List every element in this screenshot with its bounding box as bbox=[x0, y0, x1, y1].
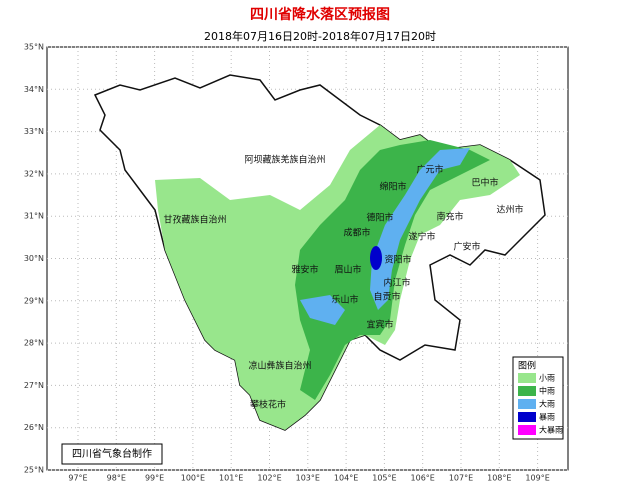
lon-tick-label: 99°E bbox=[145, 474, 164, 483]
lat-tick-label: 27°N bbox=[24, 381, 44, 390]
heavy-rain-area bbox=[300, 295, 345, 325]
lon-tick-label: 108°E bbox=[487, 474, 511, 483]
city-label: 阿坝藏族羌族自治州 bbox=[244, 154, 325, 166]
lat-tick-label: 25°N bbox=[24, 466, 44, 475]
city-label: 德阳市 bbox=[366, 212, 393, 224]
city-label: 眉山市 bbox=[334, 264, 361, 276]
city-label: 凉山彝族自治州 bbox=[248, 360, 311, 372]
credit: 四川省气象台制作 bbox=[72, 447, 152, 460]
legend-title: 图例 bbox=[518, 360, 536, 372]
city-label: 广安市 bbox=[453, 241, 480, 253]
legend-swatch bbox=[518, 425, 536, 435]
lon-tick-label: 103°E bbox=[296, 474, 320, 483]
legend-label: 暴雨 bbox=[539, 413, 555, 422]
legend-swatch bbox=[518, 399, 536, 409]
lon-tick-label: 105°E bbox=[372, 474, 396, 483]
lat-tick-label: 28°N bbox=[24, 339, 44, 348]
lat-tick-label: 35°N bbox=[24, 43, 44, 52]
legend-label: 中雨 bbox=[539, 386, 555, 396]
city-label: 巴中市 bbox=[471, 177, 498, 189]
city-label: 广元市 bbox=[416, 164, 443, 176]
city-label: 攀枝花市 bbox=[250, 399, 286, 411]
lon-tick-label: 100°E bbox=[181, 474, 205, 483]
legend-label: 小雨 bbox=[539, 374, 555, 383]
lat-tick-label: 34°N bbox=[24, 85, 44, 94]
rainstorm-area bbox=[370, 246, 382, 270]
city-label: 资阳市 bbox=[384, 254, 411, 266]
lon-tick-label: 102°E bbox=[257, 474, 281, 483]
city-label: 内江市 bbox=[383, 277, 410, 289]
legend-swatch bbox=[518, 412, 536, 422]
lat-tick-label: 32°N bbox=[24, 169, 44, 178]
lat-tick-label: 29°N bbox=[24, 296, 44, 305]
city-label: 南充市 bbox=[436, 211, 463, 223]
lat-tick-label: 26°N bbox=[24, 423, 44, 432]
lon-tick-label: 101°E bbox=[219, 474, 243, 483]
city-label: 乐山市 bbox=[331, 294, 358, 306]
city-label: 遂宁市 bbox=[408, 231, 435, 243]
lat-tick-label: 33°N bbox=[24, 127, 44, 136]
legend-label: 大雨 bbox=[539, 399, 555, 409]
legend-swatch bbox=[518, 373, 536, 383]
lon-tick-label: 109°E bbox=[525, 474, 549, 483]
lon-tick-label: 104°E bbox=[334, 474, 358, 483]
lon-tick-label: 97°E bbox=[68, 474, 87, 483]
lon-tick-label: 106°E bbox=[411, 474, 435, 483]
city-label: 成都市 bbox=[343, 227, 370, 239]
legend-swatch bbox=[518, 386, 536, 396]
city-label: 宜宾市 bbox=[366, 319, 393, 331]
credit-box bbox=[61, 443, 163, 465]
subtitle: 2018年07月16日20时-2018年07月17日20时 bbox=[204, 29, 436, 43]
city-label: 达州市 bbox=[496, 204, 523, 216]
city-label: 绵阳市 bbox=[379, 181, 406, 193]
legend-label: 大暴雨 bbox=[539, 425, 563, 435]
lat-tick-label: 31°N bbox=[24, 212, 44, 221]
lat-tick-label: 30°N bbox=[24, 254, 44, 263]
moderate-rain-area bbox=[295, 140, 490, 400]
title: 四川省降水落区预报图 bbox=[250, 6, 390, 23]
lon-tick-label: 98°E bbox=[107, 474, 126, 483]
city-label: 甘孜藏族自治州 bbox=[163, 214, 226, 226]
heavy-rain-area bbox=[370, 148, 470, 310]
city-label: 自贡市 bbox=[373, 291, 400, 303]
city-label: 雅安市 bbox=[291, 264, 318, 276]
lon-tick-label: 107°E bbox=[449, 474, 473, 483]
